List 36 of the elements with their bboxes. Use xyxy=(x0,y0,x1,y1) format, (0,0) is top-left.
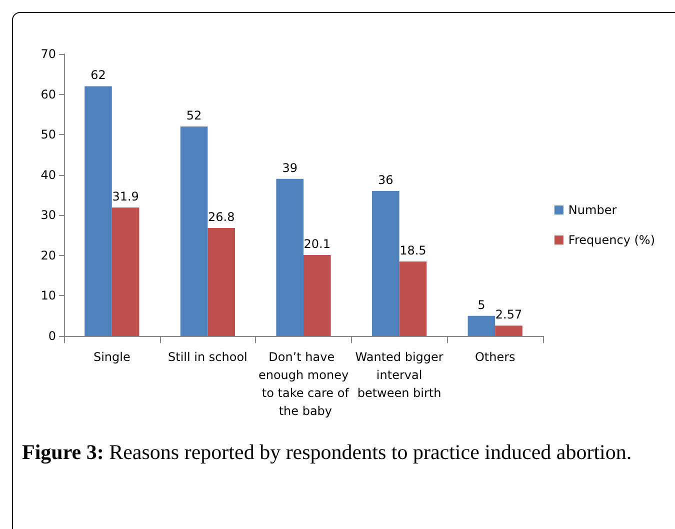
x-tick-label: Single xyxy=(93,350,130,364)
data-label: 18.5 xyxy=(400,243,426,258)
data-label: 36 xyxy=(378,172,394,187)
data-label: 20.1 xyxy=(304,237,331,252)
y-tick-label: 70 xyxy=(40,47,56,61)
data-label: 62 xyxy=(90,68,106,82)
bar xyxy=(495,326,522,336)
bar xyxy=(304,255,331,336)
data-label: 5 xyxy=(478,298,486,312)
bar xyxy=(276,178,304,336)
bar xyxy=(180,126,208,336)
legend-label: Frequency (%) xyxy=(568,233,656,247)
y-tick-label: 50 xyxy=(40,128,56,142)
bar xyxy=(468,316,496,336)
bar xyxy=(112,207,140,336)
caption: Figure 3: Reasons reported by respondents to practice induced abortion. xyxy=(22,439,633,466)
bar xyxy=(372,190,400,336)
legend-label: Number xyxy=(568,203,617,217)
bar xyxy=(399,261,427,336)
data-label: 2.57 xyxy=(495,308,522,322)
bar xyxy=(84,86,112,336)
y-tick-label: 60 xyxy=(40,87,56,102)
y-tick-label: 40 xyxy=(40,168,56,182)
y-tick-label: 20 xyxy=(40,248,56,262)
x-tick-label: Still in school xyxy=(168,350,248,364)
data-label: 31.9 xyxy=(112,189,139,204)
data-label: 39 xyxy=(282,160,298,175)
x-tick-label: Wanted bigger interval between birth xyxy=(355,350,444,400)
bar xyxy=(208,228,236,336)
data-label: 52 xyxy=(186,108,202,123)
data-label: 26.8 xyxy=(208,210,235,224)
x-tick-label: Don’t have enough money to take care of the baby xyxy=(258,350,350,418)
y-tick-label: 30 xyxy=(40,208,56,222)
y-tick-label: 0 xyxy=(48,329,56,343)
x-tick-label: Others xyxy=(474,350,516,364)
y-tick-label: 10 xyxy=(40,288,56,303)
